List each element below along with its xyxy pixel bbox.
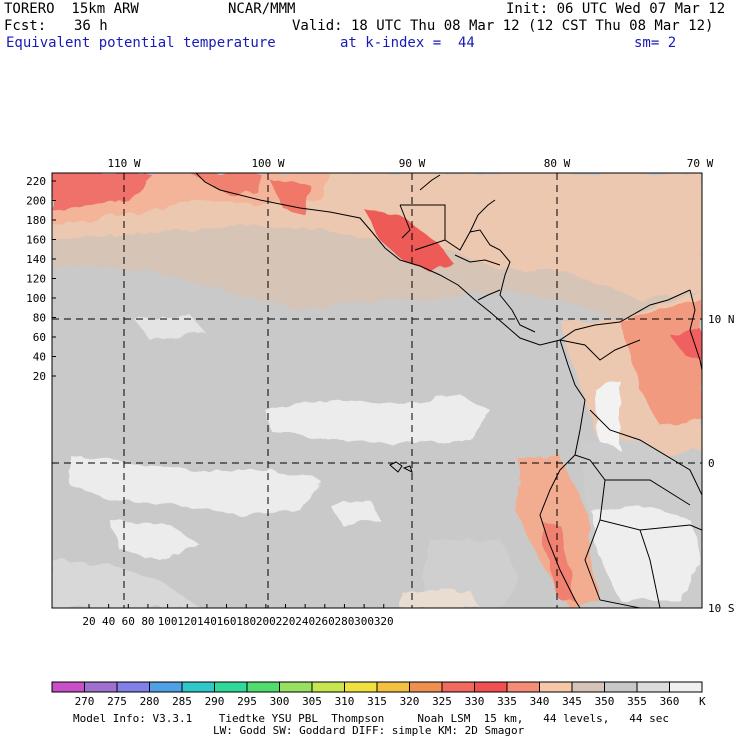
- lon-label: 80 W: [544, 157, 571, 170]
- colorbar-label: 270: [75, 695, 95, 708]
- x-tick-label: 100: [158, 615, 178, 628]
- colorbar-swatch: [539, 682, 573, 692]
- colorbar-swatch: [312, 682, 345, 692]
- organization: NCAR/MMM: [228, 1, 296, 17]
- x-tick-label: 40: [102, 615, 115, 628]
- colorbar-label: 315: [367, 695, 387, 708]
- coastline: [195, 173, 702, 608]
- x-tick-label: 220: [276, 615, 296, 628]
- colorbar-swatch: [377, 682, 410, 692]
- colorbar-swatch: [279, 682, 313, 692]
- x-tick-label: 140: [197, 615, 217, 628]
- x-tick-label: 260: [315, 615, 335, 628]
- lon-label: 70 W: [687, 157, 714, 170]
- colorbar-label: 335: [497, 695, 517, 708]
- y-tick-label: 220: [26, 175, 46, 188]
- colorbar-label: 310: [335, 695, 355, 708]
- lon-label: 110 W: [107, 157, 140, 170]
- colorbar-label: 285: [172, 695, 192, 708]
- plot-frame: [51, 172, 703, 609]
- colorbar-label: 355: [627, 695, 647, 708]
- x-tick-label: 160: [217, 615, 237, 628]
- colorbar-label: 320: [400, 695, 420, 708]
- x-tick-label: 280: [335, 615, 355, 628]
- x-tick-label: 200: [256, 615, 276, 628]
- colorbar-label: 350: [595, 695, 615, 708]
- colorbar-unit: K: [699, 695, 706, 708]
- y-tick-label: 160: [26, 234, 46, 247]
- forecast-label: Fcst:: [4, 18, 47, 34]
- y-tick-label: 140: [26, 253, 46, 266]
- x-tick-label: 300: [354, 615, 374, 628]
- colorbar-label: 325: [432, 695, 452, 708]
- model-name: TORERO 15km ARW: [4, 1, 139, 17]
- colorbar-swatch: [637, 682, 670, 692]
- colorbar-label: 290: [205, 695, 225, 708]
- x-tick-label: 20: [82, 615, 95, 628]
- y-tick-label: 80: [33, 312, 46, 325]
- x-tick-label: 120: [177, 615, 197, 628]
- latitude-labels: 10 N 0 10 S: [708, 313, 735, 615]
- init-time: Init: 06 UTC Wed 07 Mar 12: [506, 1, 726, 17]
- y-tick-label: 60: [33, 331, 46, 344]
- colorbar-swatch: [84, 682, 118, 692]
- x-tick-label: 80: [141, 615, 154, 628]
- colorbar-label: 300: [270, 695, 290, 708]
- colorbar-swatch: [52, 682, 85, 692]
- field-name: Equivalent potential temperature: [6, 35, 276, 51]
- y-index-axis: 220 200 180 160 140 120 100 80 60 40 20: [26, 175, 56, 383]
- y-tick-label: 100: [26, 292, 46, 305]
- colorbar-swatch: [409, 682, 443, 692]
- colorbar-label: 345: [562, 695, 582, 708]
- y-tick-label: 200: [26, 195, 46, 208]
- level-index: at k-index = 44: [340, 35, 475, 51]
- colorbar-label: 340: [530, 695, 550, 708]
- longitude-labels: 110 W 100 W 90 W 80 W 70 W: [107, 157, 713, 170]
- y-tick-label: 40: [33, 351, 46, 364]
- x-index-axis: 20 40 60 80 100 120 140 160 180 200 220 240 260 280 30…: [82, 604, 394, 628]
- valid-time: Valid: 18 UTC Thu 08 Mar 12 (12 CST Thu …: [292, 18, 714, 34]
- colorbar-swatch: [507, 682, 540, 692]
- colorbar: 270 275 280 285 290 295 300 305 310 315 320 325 330 3…: [51, 681, 703, 708]
- colorbar-swatch: [572, 682, 605, 692]
- smoothing: sm= 2: [634, 35, 677, 51]
- colorbar-label: 330: [465, 695, 485, 708]
- colorbar-swatch: [604, 682, 638, 692]
- model-info: Model Info: V3.3.1 Tiedtke YSU PBL Thomp…: [73, 712, 670, 725]
- colorbar-label: 275: [107, 695, 127, 708]
- colorbar-swatch: [474, 682, 508, 692]
- lon-label: 90 W: [399, 157, 426, 170]
- colorbar-label: 360: [660, 695, 680, 708]
- colorbar-label: 280: [140, 695, 160, 708]
- lat-label: 10 S: [708, 602, 735, 615]
- x-tick-label: 180: [236, 615, 256, 628]
- y-tick-label: 120: [26, 273, 46, 286]
- colorbar-swatch: [214, 682, 248, 692]
- forecast-hours: 36 h: [74, 18, 108, 34]
- lat-label: 10 N: [708, 313, 735, 326]
- lon-label: 100 W: [251, 157, 284, 170]
- colorbar-swatch: [182, 682, 215, 692]
- colorbar-swatch: [442, 682, 475, 692]
- colorbar-swatch: [149, 682, 183, 692]
- theta-e-field: [52, 173, 702, 608]
- colorbar-swatch: [669, 682, 703, 692]
- x-tick-label: 320: [374, 615, 394, 628]
- colorbar-swatch: [344, 682, 378, 692]
- colorbar-swatch: [117, 682, 150, 692]
- lat-label: 0: [708, 457, 715, 470]
- colorbar-label: 305: [302, 695, 322, 708]
- colorbar-swatch: [247, 682, 280, 692]
- graticule: [52, 173, 702, 608]
- colorbar-label: 295: [237, 695, 257, 708]
- physics-info: LW: Godd SW: Goddard DIFF: simple KM: 2D…: [213, 724, 525, 737]
- x-tick-label: 60: [122, 615, 135, 628]
- y-tick-label: 20: [33, 370, 46, 383]
- y-tick-label: 180: [26, 214, 46, 227]
- x-tick-label: 240: [295, 615, 315, 628]
